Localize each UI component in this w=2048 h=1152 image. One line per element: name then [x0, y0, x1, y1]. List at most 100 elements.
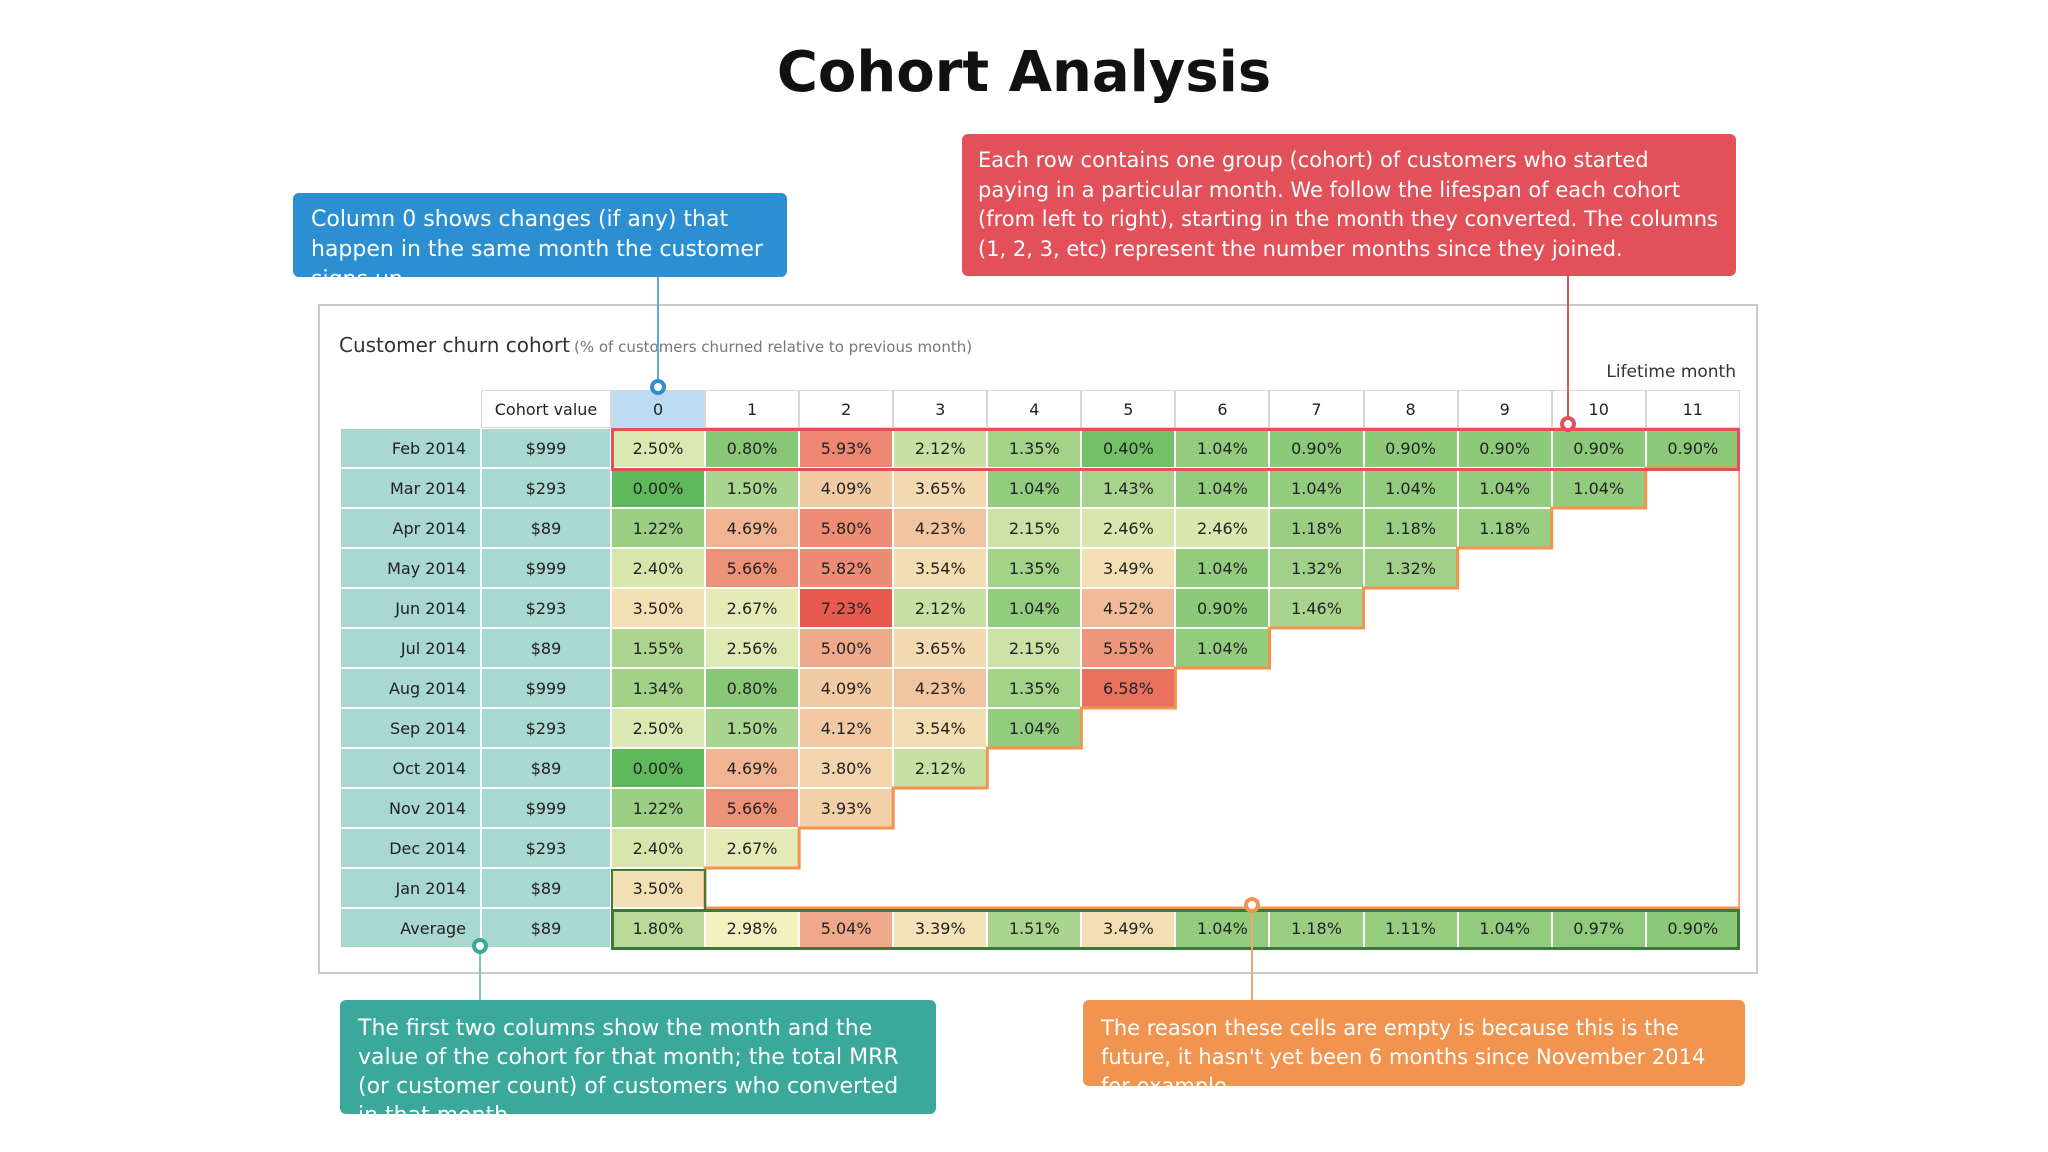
churn-cell: 4.09%	[799, 668, 894, 708]
churn-cell: 0.90%	[1363, 428, 1458, 468]
churn-cell: 1.18%	[1457, 508, 1552, 548]
chart-title-block: Customer churn cohort (% of customers chu…	[339, 333, 972, 357]
month-header-11: 11	[1645, 390, 1740, 428]
cohort-value-cell: $293	[481, 828, 611, 868]
average-churn-cell: 3.49%	[1081, 908, 1176, 948]
churn-cell: 2.50%	[611, 708, 706, 748]
page-title: Cohort Analysis	[776, 40, 1272, 105]
churn-cell: 4.69%	[705, 508, 800, 548]
month-header-1: 1	[705, 390, 800, 428]
churn-cell: 0.90%	[1551, 428, 1646, 468]
churn-cell: 3.50%	[611, 588, 706, 628]
churn-cell: 3.54%	[893, 548, 988, 588]
churn-cell: 4.52%	[1081, 588, 1176, 628]
churn-cell: 1.35%	[987, 668, 1082, 708]
teal-connector-line	[479, 944, 481, 1000]
row-marker	[1560, 416, 1576, 432]
churn-cell: 0.40%	[1081, 428, 1176, 468]
churn-cell: 4.23%	[893, 668, 988, 708]
average-churn-cell: 5.04%	[799, 908, 894, 948]
orange-connector-line	[1251, 904, 1253, 1000]
cohort-value-cell: $293	[481, 708, 611, 748]
cohort-value-cell: $999	[481, 788, 611, 828]
churn-cell: 1.35%	[987, 548, 1082, 588]
chart-subtitle: (% of customers churned relative to prev…	[573, 338, 973, 356]
churn-cell: 1.04%	[1175, 468, 1270, 508]
churn-cell: 1.04%	[1175, 428, 1270, 468]
month-header-9: 9	[1457, 390, 1552, 428]
churn-cell: 0.00%	[611, 748, 706, 788]
cohort-row-label: Jul 2014	[340, 628, 481, 668]
churn-cell: 0.90%	[1175, 588, 1270, 628]
churn-cell: 1.43%	[1081, 468, 1176, 508]
average-churn-cell: 1.51%	[987, 908, 1082, 948]
cohort-row-label: Jan 2014	[340, 868, 481, 908]
churn-cell: 5.80%	[799, 508, 894, 548]
cohort-value-cell: $999	[481, 548, 611, 588]
average-churn-cell: 1.04%	[1175, 908, 1270, 948]
churn-cell: 1.22%	[611, 508, 706, 548]
churn-cell: 0.80%	[705, 428, 800, 468]
red-connector-line	[1567, 276, 1569, 422]
cohort-row-label: Jun 2014	[340, 588, 481, 628]
month-header-8: 8	[1363, 390, 1458, 428]
churn-cell: 2.15%	[987, 508, 1082, 548]
churn-cell: 3.93%	[799, 788, 894, 828]
churn-cell: 1.04%	[1363, 468, 1458, 508]
cohort-row-label: Mar 2014	[340, 468, 481, 508]
cohort-row-label: Dec 2014	[340, 828, 481, 868]
churn-cell: 5.66%	[705, 788, 800, 828]
churn-cell: 2.40%	[611, 828, 706, 868]
churn-cell: 3.80%	[799, 748, 894, 788]
average-churn-cell: 1.80%	[611, 908, 706, 948]
churn-cell: 2.12%	[893, 428, 988, 468]
cohort-value-cell: $89	[481, 628, 611, 668]
churn-cell: 1.18%	[1269, 508, 1364, 548]
cohort-value-cell: $999	[481, 668, 611, 708]
churn-cell: 5.82%	[799, 548, 894, 588]
month-header-3: 3	[893, 390, 988, 428]
churn-cell: 4.23%	[893, 508, 988, 548]
empty-cells-marker	[1244, 897, 1260, 913]
churn-cell: 1.50%	[705, 708, 800, 748]
future-cells-boundary	[703, 466, 1740, 910]
churn-cell: 0.90%	[1645, 428, 1740, 468]
churn-cell: 5.55%	[1081, 628, 1176, 668]
churn-cell: 1.04%	[1175, 548, 1270, 588]
average-churn-cell: 1.18%	[1269, 908, 1364, 948]
cohort-row-label: Nov 2014	[340, 788, 481, 828]
month-header-4: 4	[987, 390, 1082, 428]
average-churn-cell: 2.98%	[705, 908, 800, 948]
cohort-value-cell: $89	[481, 748, 611, 788]
churn-cell: 2.67%	[705, 588, 800, 628]
column-zero-callout: Column 0 shows changes (if any) that hap…	[293, 193, 787, 292]
month-header-6: 6	[1175, 390, 1270, 428]
churn-cell: 7.23%	[799, 588, 894, 628]
churn-cell: 3.49%	[1081, 548, 1176, 588]
churn-cell: 2.12%	[893, 748, 988, 788]
cohort-row-label: May 2014	[340, 548, 481, 588]
cohort-row-label: Sep 2014	[340, 708, 481, 748]
cohort-row-label: Aug 2014	[340, 668, 481, 708]
churn-cell: 2.46%	[1081, 508, 1176, 548]
churn-cell: 1.46%	[1269, 588, 1364, 628]
churn-cell: 2.12%	[893, 588, 988, 628]
first-columns-callout: The first two columns show the month and…	[340, 1000, 936, 1128]
average-churn-cell: 1.04%	[1457, 908, 1552, 948]
empty-cells-callout: The reason these cells are empty is beca…	[1083, 1000, 1745, 1098]
lifetime-month-caption: Lifetime month	[1606, 362, 1736, 382]
row-cohort-callout: Each row contains one group (cohort) of …	[962, 134, 1736, 276]
churn-cell: 2.40%	[611, 548, 706, 588]
churn-cell: 5.00%	[799, 628, 894, 668]
cohort-row-label: Feb 2014	[340, 428, 481, 468]
cohort-value-cell: $293	[481, 588, 611, 628]
churn-cell: 5.66%	[705, 548, 800, 588]
churn-cell: 5.93%	[799, 428, 894, 468]
month-header-5: 5	[1081, 390, 1176, 428]
month-header-7: 7	[1269, 390, 1364, 428]
cohort-value-cell: $89	[481, 508, 611, 548]
future-cells-boundary-line	[703, 466, 1740, 910]
churn-cell: 3.65%	[893, 628, 988, 668]
churn-cell: 1.55%	[611, 628, 706, 668]
churn-cell: 1.34%	[611, 668, 706, 708]
